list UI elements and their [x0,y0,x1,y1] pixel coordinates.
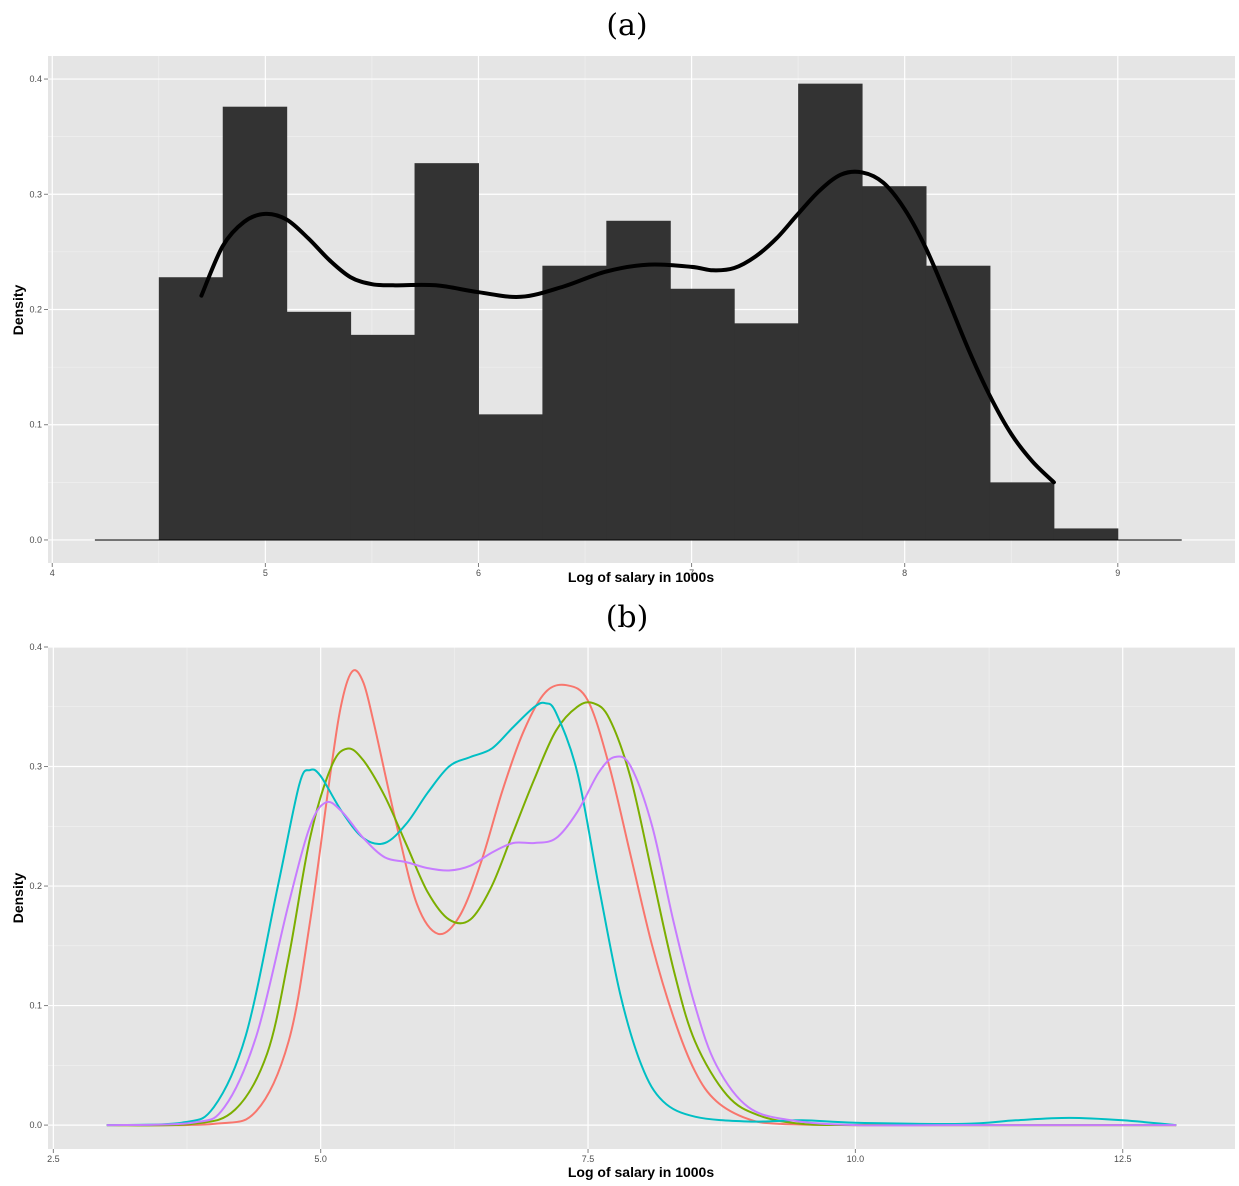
histogram-bar [798,83,863,540]
panel-a-caption: (a) [606,8,647,43]
panel-b: (b) 0.0 0.1 0.2 0.3 0.4 2.5 5.0 7.5 10.0 12.5 Lo… [10,600,1235,1180]
panel-a-y-axis-label: Density [10,285,26,336]
x-tick-label: 6 [476,568,481,578]
panel-b-y-axis-label: Density [10,873,26,924]
y-tick-label: 0.3 [29,189,42,199]
density-curve-2 [106,701,1177,1127]
y-tick-label: 0.1 [29,1001,42,1011]
x-tick-label: 12.5 [1114,1154,1132,1164]
y-tick-label: 0.4 [29,642,42,652]
x-tick-label: 10.0 [847,1154,865,1164]
panel-b-caption: (b) [606,600,649,635]
x-tick-label: 9 [1115,568,1120,578]
histogram-bar [734,323,799,540]
panel-a-x-axis-label: Log of salary in 1000s [568,569,714,585]
panel-a-x-ticks: 4 5 6 7 8 9 [50,563,1120,578]
y-tick-label: 0.3 [29,762,42,772]
histogram-bar [286,311,352,540]
density-curve-1 [106,669,1177,1127]
histogram-bar [989,482,1055,540]
histogram-bar [222,106,288,540]
density-curve-3 [106,701,1177,1127]
histogram-bar [862,186,927,540]
histogram-bar [670,288,735,540]
panel-b-x-ticks: 2.5 5.0 7.5 10.0 12.5 [47,1149,1131,1164]
panel-b-y-ticks: 0.0 0.1 0.2 0.3 0.4 [29,642,48,1130]
x-tick-label: 5 [263,568,268,578]
y-tick-label: 0.0 [29,535,42,545]
histogram-bar [478,414,543,540]
panel-b-density-curves [106,669,1177,1127]
histogram-bar [414,163,479,540]
x-tick-label: 2.5 [47,1154,60,1164]
x-tick-label: 4 [50,568,55,578]
y-tick-label: 0.4 [29,74,42,84]
density-curve-4 [106,755,1177,1127]
y-tick-label: 0.0 [29,1120,42,1130]
panel-a-density-curve [199,169,1056,485]
panel-a-histogram-bars [158,83,1119,540]
x-tick-label: 7.5 [582,1154,595,1164]
y-tick-label: 0.1 [29,420,42,430]
panel-b-x-axis-label: Log of salary in 1000s [568,1164,714,1180]
x-tick-label: 5.0 [314,1154,327,1164]
histogram-bar [606,220,671,540]
histogram-bar [350,334,416,540]
y-tick-label: 0.2 [29,881,42,891]
histogram-bar [158,277,224,540]
histogram-bar [542,265,607,540]
histogram-bar [1053,528,1119,540]
histogram-bar [925,265,991,540]
panel-a-y-ticks: 0.0 0.1 0.2 0.3 0.4 [29,74,48,545]
panel-a: (a) 0.0 0.1 0.2 0.3 0.4 4 5 6 7 8 9 Log of salary… [10,8,1235,585]
x-tick-label: 8 [902,568,907,578]
y-tick-label: 0.2 [29,305,42,315]
x-tick-label: 7 [689,568,694,578]
